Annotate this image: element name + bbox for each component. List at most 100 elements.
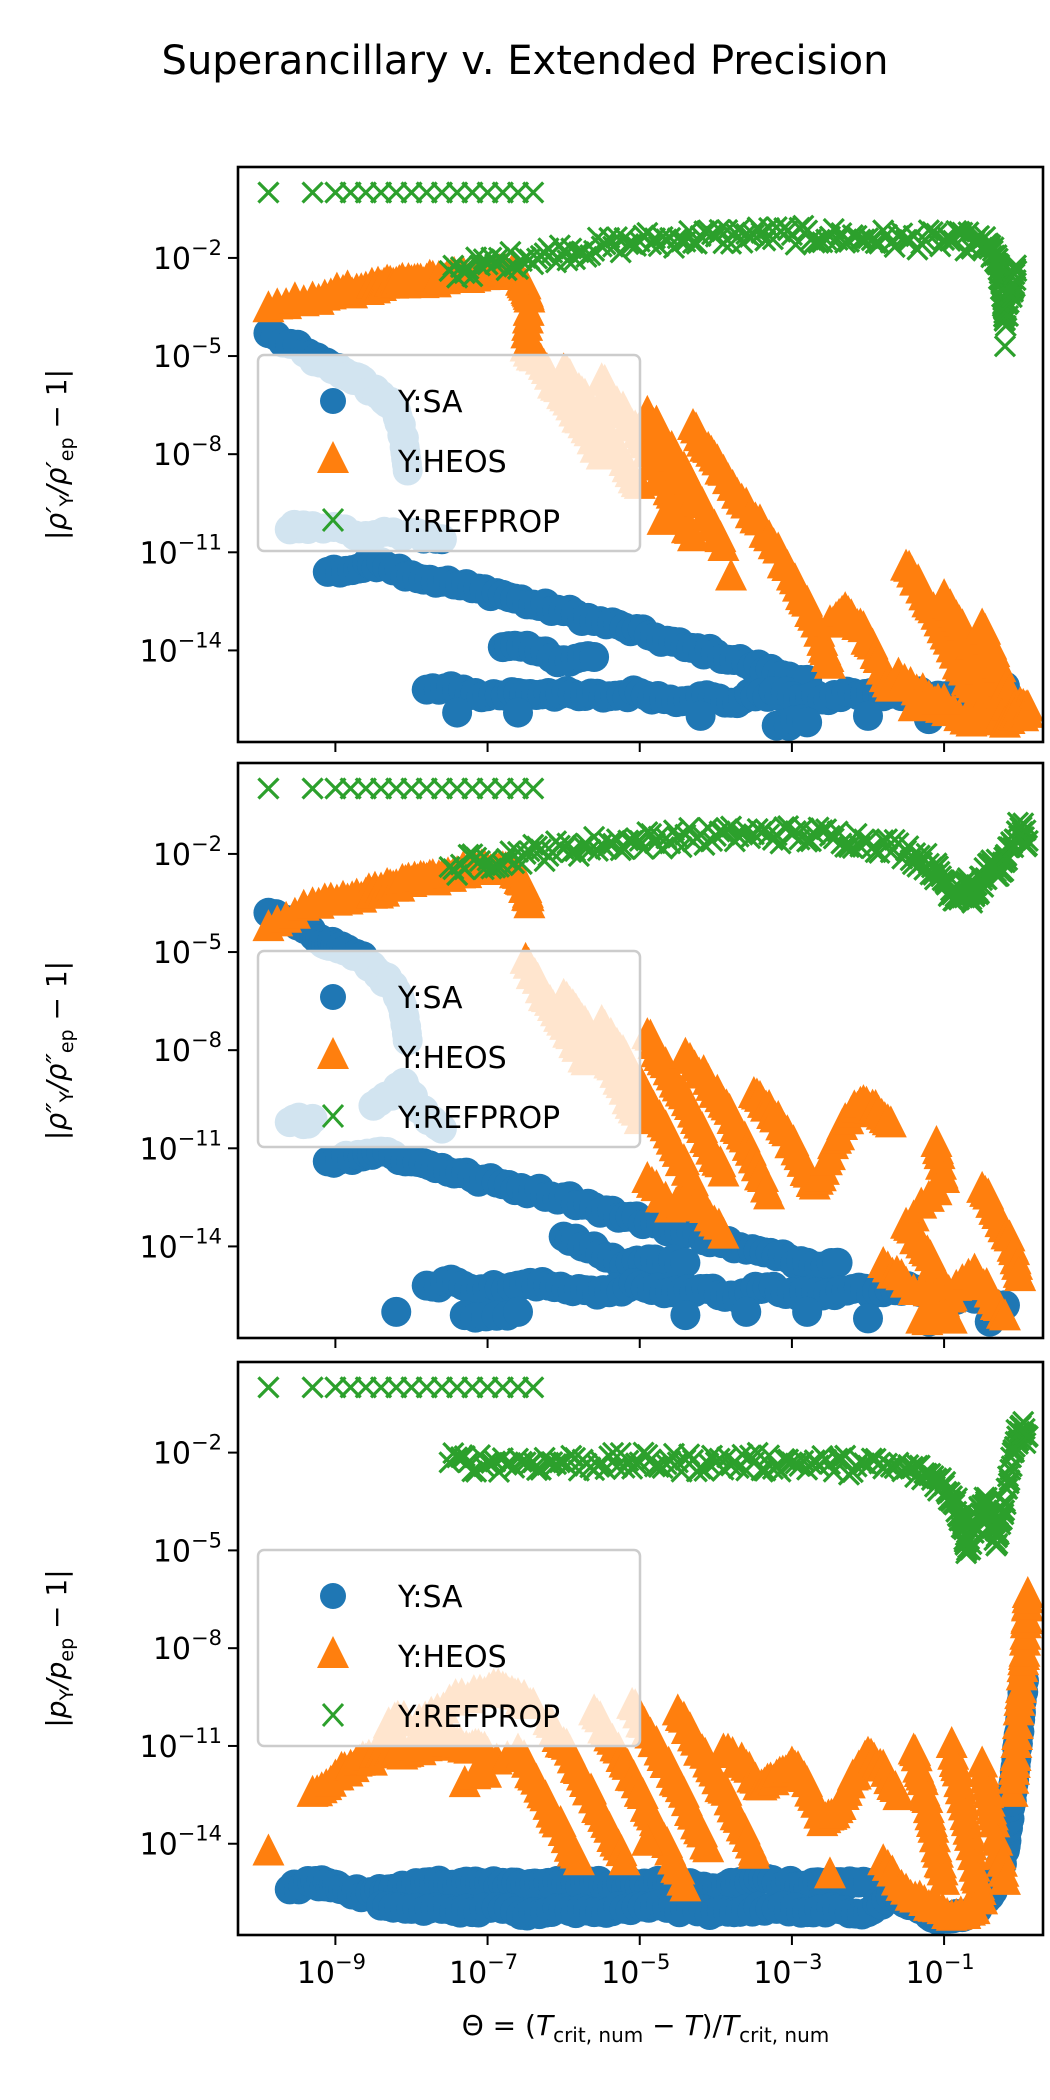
data-point-sa [381,1296,412,1327]
data-point-heos [692,1830,725,1863]
data-point-refprop [522,1376,545,1399]
legend-label: Y:REFPROP [397,505,560,540]
data-point-refprop [784,233,807,256]
series-heos [252,848,1037,1336]
data-point-refprop [257,181,280,204]
legend-triangle-marker-icon [317,1037,349,1069]
data-point-sa [822,1247,853,1278]
y-tick-label: 10−2 [153,236,222,277]
data-point-sa [853,700,883,731]
data-point-sa [670,1300,701,1331]
data-point-heos [988,1862,1021,1895]
legend-label: Y:SA [397,981,463,1016]
data-point-heos [882,1778,915,1811]
data-point-refprop [522,777,545,800]
data-point-heos [631,1823,664,1856]
legend-item-sa: Y:SA [320,1580,463,1615]
data-point-sa [579,641,610,672]
data-point-refprop [613,1456,636,1479]
data-point-sa [442,697,473,728]
data-point-refprop [476,253,499,276]
y-tick-label: 10−14 [139,1224,222,1265]
data-point-refprop [993,1499,1016,1522]
data-point-refprop [601,1441,625,1464]
data-point-heos [935,1301,968,1334]
data-point-refprop [522,181,545,204]
y-tick-label: 10−5 [153,1528,222,1569]
series-refprop [257,1376,1039,1565]
y-tick-label: 10−8 [153,1028,222,1069]
legend-label: Y:HEOS [397,1640,507,1675]
data-point-refprop [708,820,731,843]
data-point-refprop [563,1446,587,1469]
data-point-refprop [301,777,324,800]
y-axis-label: |pY/pep − 1| [40,1569,78,1727]
y-tick-label: 10−11 [139,530,222,571]
legend-label: Y:REFPROP [397,1700,560,1735]
legend: Y:SA Y:HEOS Y:REFPROP [256,353,642,553]
legend-label: Y:SA [397,1580,463,1615]
legend-label: Y:HEOS [397,445,507,480]
data-point-heos [715,558,748,591]
data-point-refprop [461,1460,484,1483]
data-point-heos [646,502,679,535]
legend-item-refprop: Y:REFPROP [321,1101,560,1136]
data-point-refprop [257,1376,280,1399]
data-point-sa [853,1303,883,1334]
x-tick-label: 10−9 [297,1950,366,1991]
data-point-heos [677,519,709,552]
data-point-heos [562,1843,595,1876]
legend-triangle-marker-icon [317,441,349,473]
data-point-heos [707,1216,740,1249]
legend-circle-marker-icon [320,984,346,1010]
legend-box [256,1548,642,1748]
data-point-refprop [841,836,864,860]
data-point-heos [1004,1259,1037,1292]
data-point-refprop [1016,829,1039,852]
data-point-sa [731,1296,762,1327]
data-point-heos [813,1856,846,1889]
data-point-heos [252,1833,285,1866]
legend-box [256,949,642,1149]
x-tick-label: 10−3 [753,1950,822,1991]
legend-x-marker-icon [321,507,345,533]
data-point-refprop [556,249,579,272]
data-point-heos [707,1154,740,1187]
data-point-refprop [594,233,617,256]
data-point-heos [1011,1576,1043,1609]
figure-title: Superancillary v. Extended Precision [161,38,889,84]
y-axis-label: |ρ′Y/ρ′ep − 1| [40,369,78,540]
data-point-refprop [301,181,324,204]
data-point-refprop [647,825,670,848]
series-heos [252,1576,1043,1931]
y-tick-label: 10−8 [153,1626,222,1667]
legend-circle-marker-icon [320,1583,346,1609]
data-point-heos [978,1805,1011,1838]
legend-x-marker-icon [321,1103,345,1129]
data-point-refprop [586,839,610,863]
y-tick-label: 10−11 [139,1724,222,1765]
data-point-refprop [461,265,484,288]
x-tick-label: 10−5 [601,1950,670,1991]
data-point-refprop [301,1376,324,1399]
data-point-sa [503,697,533,728]
series-refprop [257,777,1039,914]
legend-triangle-marker-icon [317,1636,349,1668]
data-point-refprop [951,221,974,244]
legend-item-sa: Y:SA [320,981,463,1016]
data-point-heos [513,886,546,919]
data-point-sa [503,1296,533,1327]
data-point-refprop [1016,1425,1039,1448]
data-point-heos [988,1298,1021,1331]
x-tick-label: 10−7 [449,1950,518,1991]
legend-item-refprop: Y:REFPROP [321,1700,560,1735]
y-tick-label: 10−2 [153,832,222,873]
legend-item-heos: Y:HEOS [317,1037,507,1076]
data-point-refprop [945,1487,969,1510]
data-point-heos [874,1105,907,1138]
legend-circle-marker-icon [320,388,346,414]
data-point-refprop [1015,834,1039,857]
data-point-refprop [1005,259,1028,283]
legend-box [256,353,642,553]
